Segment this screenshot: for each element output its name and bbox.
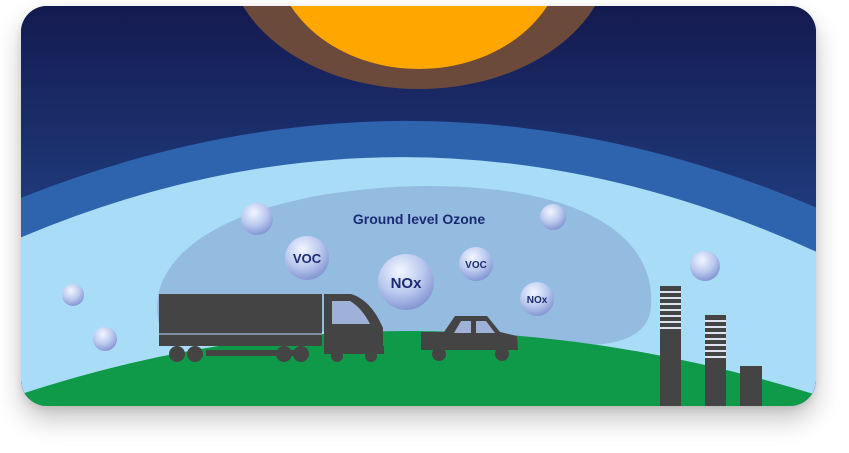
voc-bubble-large xyxy=(285,236,329,280)
nox-label-small: NOx xyxy=(527,295,548,306)
voc-bubble-small xyxy=(459,247,493,281)
molecule-bubble xyxy=(241,203,273,235)
factory-smokestacks-icon xyxy=(660,286,762,406)
molecule-bubble xyxy=(690,251,720,281)
truck-icon xyxy=(159,294,384,362)
voc-label-large: VOC xyxy=(293,251,322,266)
molecule-bubble xyxy=(93,327,117,351)
ground-level-ozone-title: Ground level Ozone xyxy=(353,211,485,227)
nox-bubble-large xyxy=(378,254,434,310)
ozone-diagram: VOC NOx VOC NOx Ground level Ozone xyxy=(21,6,816,406)
molecule-bubble xyxy=(62,284,84,306)
nox-bubble-small xyxy=(520,282,554,316)
car-icon xyxy=(421,316,518,361)
ozone-diagram-card: VOC NOx VOC NOx Ground level Ozone xyxy=(21,6,816,406)
voc-label-small: VOC xyxy=(465,260,487,271)
nox-label-large: NOx xyxy=(391,275,423,292)
molecule-bubble xyxy=(540,204,566,230)
sun-icon xyxy=(242,6,596,89)
ground-hill xyxy=(21,331,816,406)
